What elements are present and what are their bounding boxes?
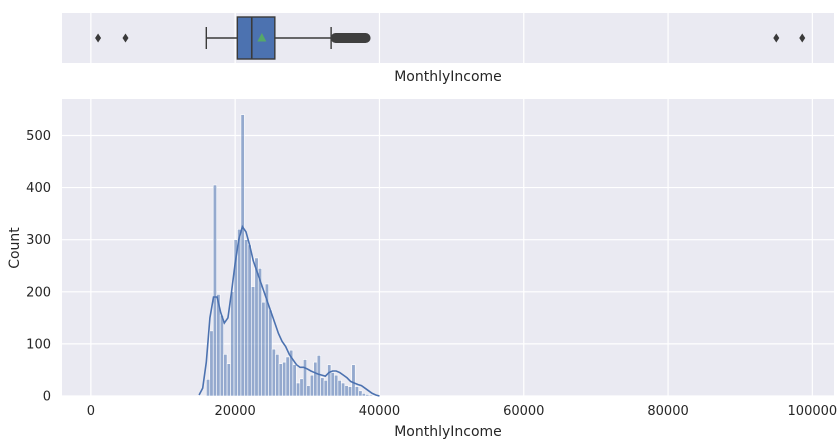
histogram-bar xyxy=(358,390,363,397)
x-tick-label: 40000 xyxy=(359,404,400,419)
histogram-bar xyxy=(361,393,366,397)
histogram-bar xyxy=(205,379,211,397)
y-tick-label: 100 xyxy=(26,337,51,352)
histogram-bar xyxy=(257,268,263,397)
histogram-bar xyxy=(247,244,252,397)
histogram-bar xyxy=(323,380,328,397)
histogram-bar xyxy=(344,385,349,397)
box-outlier-point xyxy=(773,33,780,43)
histogram-bar xyxy=(275,354,280,397)
histogram-bar xyxy=(285,356,290,397)
box-outlier-point xyxy=(95,33,102,43)
histogram-bar xyxy=(337,380,342,397)
histogram-bar xyxy=(254,257,259,397)
kde-line xyxy=(198,224,380,397)
histogram-bar xyxy=(347,386,353,397)
x-tick-label: 20000 xyxy=(214,404,255,419)
histogram-bars xyxy=(205,114,373,397)
histogram-bar xyxy=(261,301,266,397)
boxplot-background xyxy=(62,13,834,63)
histogram-bar xyxy=(354,386,359,397)
histogram-bar xyxy=(278,363,283,397)
histogram-bar xyxy=(309,374,314,397)
boxplot-grid xyxy=(90,13,813,63)
y-tick-label: 300 xyxy=(26,233,51,248)
histogram-bar xyxy=(320,377,325,397)
y-tick-label: 200 xyxy=(26,285,51,300)
histogram-bar xyxy=(219,314,224,397)
histogram-bar xyxy=(230,291,235,397)
histogram-panel: 0 20000 40000 60000 80000 100000 0 100 200 300 40… xyxy=(7,99,837,440)
histogram-bar xyxy=(334,374,339,397)
histogram-bar xyxy=(209,330,214,397)
histogram-bar xyxy=(351,364,356,397)
histogram-bar xyxy=(365,394,370,397)
histogram-bar xyxy=(316,355,321,397)
histogram-bar xyxy=(212,184,217,397)
box-iqr xyxy=(236,16,276,60)
x-tick-label: 80000 xyxy=(647,404,688,419)
histogram-bar xyxy=(251,286,256,397)
box-mean-marker xyxy=(257,33,267,42)
histogram-bar xyxy=(271,348,276,397)
box-dense-outliers xyxy=(330,33,371,43)
histogram-bar xyxy=(244,239,249,397)
histogram-bar xyxy=(299,378,304,397)
histogram-x-tick-labels: 0 20000 40000 60000 80000 100000 xyxy=(87,404,837,419)
histogram-bar xyxy=(330,372,335,397)
histogram-bar xyxy=(282,361,287,397)
boxplot-panel: MonthlyIncome xyxy=(62,13,834,85)
histogram-bar xyxy=(302,359,308,397)
histogram-bar xyxy=(268,309,273,397)
histogram-bar xyxy=(226,363,231,397)
histogram-x-axis-label: MonthlyIncome xyxy=(394,424,502,440)
y-tick-label: 0 xyxy=(43,390,51,405)
histogram-bar xyxy=(240,114,245,397)
y-tick-label: 400 xyxy=(26,181,51,196)
x-tick-label: 0 xyxy=(87,404,95,419)
histogram-bar xyxy=(341,382,346,397)
histogram-grid xyxy=(62,99,834,397)
boxplot-elements xyxy=(95,16,806,60)
boxplot-x-axis-label: MonthlyIncome xyxy=(394,69,502,85)
histogram-bar xyxy=(368,394,373,397)
histogram-y-axis-label: Count xyxy=(7,227,23,269)
histogram-bar xyxy=(306,385,311,397)
x-tick-label: 100000 xyxy=(788,404,838,419)
histogram-y-tick-labels: 0 100 200 300 400 500 xyxy=(26,129,51,405)
y-tick-label: 500 xyxy=(26,129,51,144)
histogram-background xyxy=(62,99,834,396)
histogram-bar xyxy=(237,228,242,397)
histogram-bar xyxy=(327,364,332,397)
histogram-bar xyxy=(223,354,228,397)
histogram-bar xyxy=(292,364,297,397)
box-outlier-point xyxy=(799,33,806,43)
x-tick-label: 60000 xyxy=(503,404,544,419)
histogram-bar xyxy=(313,361,318,397)
histogram-bar xyxy=(296,382,301,397)
box-outlier-point xyxy=(122,33,129,43)
